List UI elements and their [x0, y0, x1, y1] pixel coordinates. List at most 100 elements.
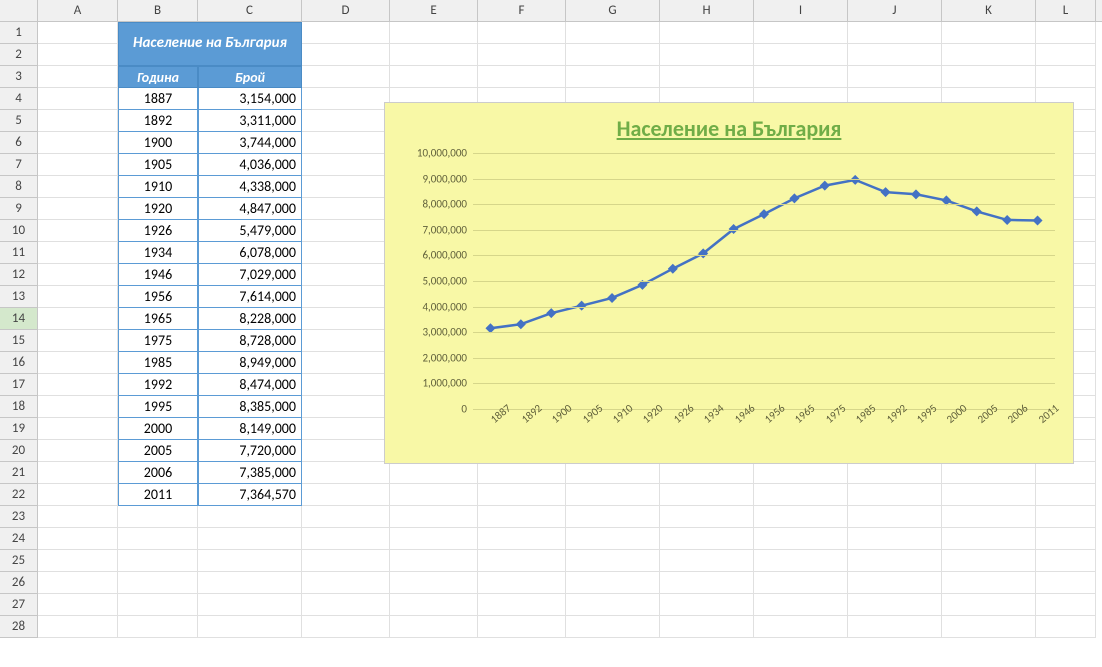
cell-A21[interactable]: [38, 462, 118, 484]
cell-H28[interactable]: [660, 616, 754, 638]
cell-H27[interactable]: [660, 594, 754, 616]
cell-H25[interactable]: [660, 550, 754, 572]
row-header-6[interactable]: 6: [0, 132, 38, 154]
cell-A13[interactable]: [38, 286, 118, 308]
cell-L28[interactable]: [1036, 616, 1096, 638]
cell-K21[interactable]: [942, 462, 1036, 484]
cell-A10[interactable]: [38, 220, 118, 242]
cell-D14[interactable]: [302, 308, 390, 330]
cell-F28[interactable]: [478, 616, 566, 638]
table-row[interactable]: 7,614,000: [198, 286, 302, 308]
row-header-22[interactable]: 22: [0, 484, 38, 506]
cell-I27[interactable]: [754, 594, 848, 616]
row-header-27[interactable]: 27: [0, 594, 38, 616]
table-row[interactable]: 8,149,000: [198, 418, 302, 440]
cell-D19[interactable]: [302, 418, 390, 440]
cell-D4[interactable]: [302, 88, 390, 110]
cell-A19[interactable]: [38, 418, 118, 440]
table-row[interactable]: 3,311,000: [198, 110, 302, 132]
table-row[interactable]: 6,078,000: [198, 242, 302, 264]
cell-A25[interactable]: [38, 550, 118, 572]
cell-B26[interactable]: [118, 572, 198, 594]
table-row[interactable]: 1934: [118, 242, 198, 264]
cell-G23[interactable]: [566, 506, 660, 528]
cell-A5[interactable]: [38, 110, 118, 132]
column-header-H[interactable]: H: [660, 0, 754, 21]
cell-G2[interactable]: [566, 44, 660, 66]
cell-H22[interactable]: [660, 484, 754, 506]
cell-I28[interactable]: [754, 616, 848, 638]
column-header-E[interactable]: E: [390, 0, 478, 21]
row-header-5[interactable]: 5: [0, 110, 38, 132]
cell-K3[interactable]: [942, 66, 1036, 88]
cell-A22[interactable]: [38, 484, 118, 506]
table-row[interactable]: 1965: [118, 308, 198, 330]
row-header-26[interactable]: 26: [0, 572, 38, 594]
cell-I24[interactable]: [754, 528, 848, 550]
row-header-21[interactable]: 21: [0, 462, 38, 484]
cell-H23[interactable]: [660, 506, 754, 528]
cell-E21[interactable]: [390, 462, 478, 484]
cell-H24[interactable]: [660, 528, 754, 550]
table-row[interactable]: 2005: [118, 440, 198, 462]
cell-F25[interactable]: [478, 550, 566, 572]
cell-E3[interactable]: [390, 66, 478, 88]
cell-I21[interactable]: [754, 462, 848, 484]
table-row[interactable]: 2006: [118, 462, 198, 484]
cell-F2[interactable]: [478, 44, 566, 66]
select-all-corner[interactable]: [0, 0, 38, 21]
cell-A7[interactable]: [38, 154, 118, 176]
cell-D6[interactable]: [302, 132, 390, 154]
cell-C26[interactable]: [198, 572, 302, 594]
column-header-B[interactable]: B: [118, 0, 198, 21]
cell-I1[interactable]: [754, 22, 848, 44]
cell-G27[interactable]: [566, 594, 660, 616]
cell-J27[interactable]: [848, 594, 942, 616]
cell-E23[interactable]: [390, 506, 478, 528]
cell-D28[interactable]: [302, 616, 390, 638]
cell-F1[interactable]: [478, 22, 566, 44]
cell-D9[interactable]: [302, 198, 390, 220]
cell-F26[interactable]: [478, 572, 566, 594]
cell-J25[interactable]: [848, 550, 942, 572]
table-row[interactable]: 1975: [118, 330, 198, 352]
table-row[interactable]: 1956: [118, 286, 198, 308]
cell-D21[interactable]: [302, 462, 390, 484]
column-header-D[interactable]: D: [302, 0, 390, 21]
cell-A6[interactable]: [38, 132, 118, 154]
cell-C24[interactable]: [198, 528, 302, 550]
cell-L23[interactable]: [1036, 506, 1096, 528]
cell-J3[interactable]: [848, 66, 942, 88]
cell-A4[interactable]: [38, 88, 118, 110]
row-header-14[interactable]: 14: [0, 308, 38, 330]
cell-D17[interactable]: [302, 374, 390, 396]
cell-E27[interactable]: [390, 594, 478, 616]
cell-L24[interactable]: [1036, 528, 1096, 550]
cell-A1[interactable]: [38, 22, 118, 44]
table-row[interactable]: 7,385,000: [198, 462, 302, 484]
cell-A2[interactable]: [38, 44, 118, 66]
cell-A23[interactable]: [38, 506, 118, 528]
cell-L21[interactable]: [1036, 462, 1096, 484]
cell-J1[interactable]: [848, 22, 942, 44]
row-header-12[interactable]: 12: [0, 264, 38, 286]
row-header-1[interactable]: 1: [0, 22, 38, 44]
table-row[interactable]: 4,847,000: [198, 198, 302, 220]
cell-K28[interactable]: [942, 616, 1036, 638]
row-header-28[interactable]: 28: [0, 616, 38, 638]
cell-B23[interactable]: [118, 506, 198, 528]
table-row[interactable]: 1985: [118, 352, 198, 374]
cell-I26[interactable]: [754, 572, 848, 594]
cell-A18[interactable]: [38, 396, 118, 418]
table-row[interactable]: 7,029,000: [198, 264, 302, 286]
cell-E2[interactable]: [390, 44, 478, 66]
row-header-24[interactable]: 24: [0, 528, 38, 550]
cell-G1[interactable]: [566, 22, 660, 44]
column-header-L[interactable]: L: [1036, 0, 1096, 21]
cell-J21[interactable]: [848, 462, 942, 484]
cell-H3[interactable]: [660, 66, 754, 88]
table-row[interactable]: 1887: [118, 88, 198, 110]
column-header-K[interactable]: K: [942, 0, 1036, 21]
table-row[interactable]: 5,479,000: [198, 220, 302, 242]
row-header-2[interactable]: 2: [0, 44, 38, 66]
